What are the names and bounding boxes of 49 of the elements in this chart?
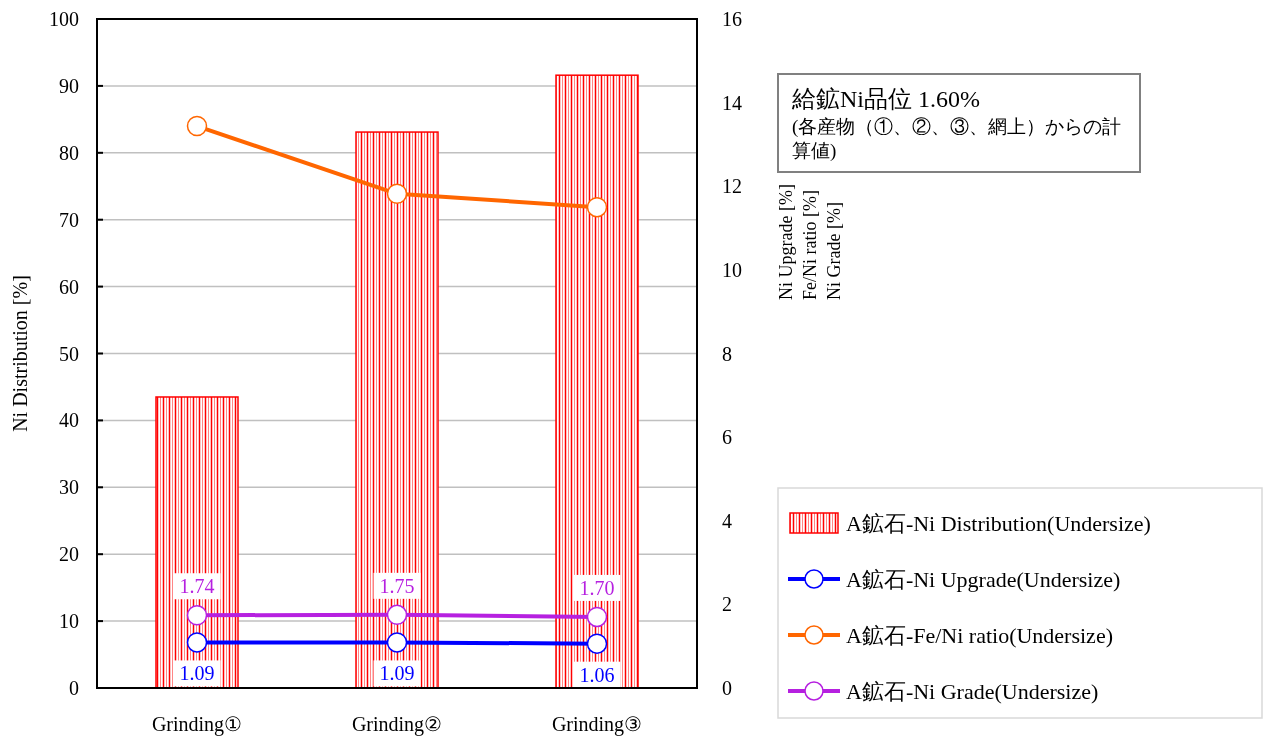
bar xyxy=(555,74,639,689)
y-tick-label: 80 xyxy=(59,141,79,164)
bar xyxy=(155,396,239,689)
y2-tick-label: 16 xyxy=(722,8,742,30)
point xyxy=(586,196,608,218)
y2-tick-label: 10 xyxy=(722,258,742,281)
data-label: 1.74 xyxy=(179,575,215,598)
y-tick-label: 60 xyxy=(59,275,79,298)
point xyxy=(186,115,208,137)
y-axis-title: Ni Distribution [%] xyxy=(9,275,31,432)
x-tick-label: Grinding③ xyxy=(551,713,643,736)
legend-label: A鉱石-Ni Distribution(Undersize) xyxy=(846,511,1151,536)
y-tick-label: 40 xyxy=(59,409,79,432)
data-label: 1.06 xyxy=(579,663,615,686)
point xyxy=(386,604,408,626)
y2-tick-label: 8 xyxy=(722,342,732,365)
data-label: 1.70 xyxy=(579,576,615,599)
point xyxy=(186,605,208,626)
y-tick-label: 10 xyxy=(59,610,79,633)
legend-label: A鉱石-Ni Grade(Undersize) xyxy=(846,679,1099,704)
data-label: 1.75 xyxy=(379,574,415,597)
y2-axis-title: Ni Upgrade [%] Fe/Ni ratio [%] Ni Grade [%] xyxy=(776,184,844,300)
y2-tick-label: 0 xyxy=(722,677,732,699)
point xyxy=(386,632,408,653)
point xyxy=(586,606,608,628)
text: 給鉱Ni品位 1.60% xyxy=(791,86,980,112)
point xyxy=(186,632,208,653)
legend-label: A鉱石-Ni Upgrade(Undersize) xyxy=(846,567,1121,592)
bar xyxy=(355,131,439,689)
y2-tick-label: 12 xyxy=(722,175,742,198)
y-tick-label: 100 xyxy=(49,8,79,30)
x-tick-label: Grinding② xyxy=(351,713,443,736)
y-tick-label: 90 xyxy=(59,74,79,97)
y-tick-label: 70 xyxy=(59,208,79,231)
legend-label: A鉱石-Fe/Ni ratio(Undersize) xyxy=(846,623,1113,648)
y-tick-label: 20 xyxy=(59,543,79,566)
y2-tick-label: 14 xyxy=(722,91,742,114)
y-tick-label: 30 xyxy=(59,476,79,499)
y-tick-label: 50 xyxy=(59,342,79,365)
text: (各産物（①、②、③、網上）からの計算値) xyxy=(792,116,1122,162)
data-label: 1.09 xyxy=(379,662,415,685)
y2-tick-label: 6 xyxy=(722,426,732,449)
point xyxy=(386,183,408,205)
data-label: 1.09 xyxy=(179,662,215,685)
y-tick-label: 0 xyxy=(69,677,79,699)
point xyxy=(586,633,608,654)
y2-tick-label: 4 xyxy=(722,509,732,532)
x-tick-label: Grinding① xyxy=(151,713,243,736)
y2-tick-label: 2 xyxy=(722,593,732,616)
